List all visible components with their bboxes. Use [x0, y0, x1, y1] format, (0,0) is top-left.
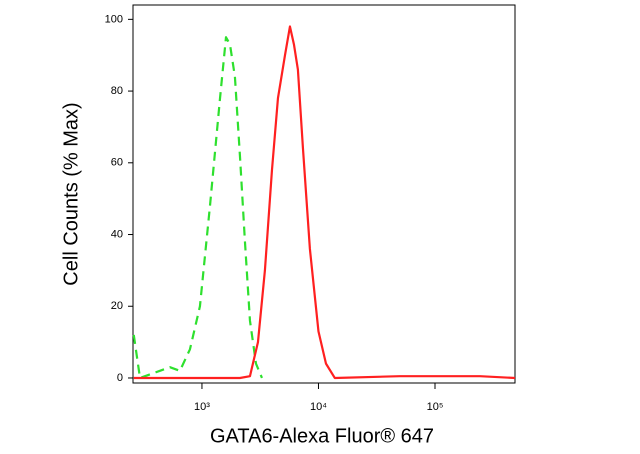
series-line	[133, 25, 516, 380]
x-tick-label: 10³	[194, 401, 210, 413]
y-tick-label: 60	[111, 157, 123, 169]
y-tick-label: 40	[111, 228, 123, 240]
x-tick-label: 10⁴	[310, 401, 327, 413]
x-axis-label: GATA6-Alexa Fluor® 647	[210, 425, 434, 447]
y-tick-label: 0	[117, 372, 123, 384]
y-tick-label: 20	[111, 300, 123, 312]
y-tick-label: 80	[111, 85, 123, 97]
y-tick-label: 100	[105, 13, 123, 25]
plot-frame	[132, 4, 516, 384]
series-line	[132, 36, 263, 380]
y-axis-label: Cell Counts (% Max)	[60, 102, 82, 285]
x-tick-label: 10⁵	[427, 401, 444, 413]
